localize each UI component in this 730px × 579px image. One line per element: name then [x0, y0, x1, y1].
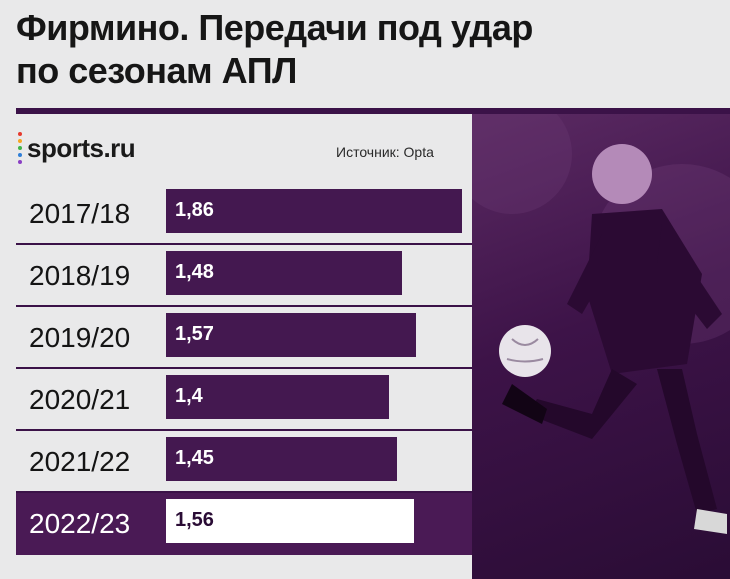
bar-row: 2020/21 1,4	[16, 369, 472, 431]
logo-dot	[18, 153, 22, 157]
bar-value-label: 1,48	[175, 261, 214, 283]
bar: 1,48	[166, 251, 402, 295]
logo-dots	[18, 132, 22, 164]
bar: 1,56	[166, 499, 414, 543]
season-label: 2022/23	[29, 508, 131, 539]
row-divider	[16, 305, 472, 307]
season-label: 2020/21	[29, 384, 131, 415]
bar-value-label: 1,45	[175, 447, 214, 469]
top-divider	[16, 108, 730, 114]
bar-row: 2017/18 1,86	[16, 183, 472, 245]
season-label: 2021/22	[29, 446, 131, 477]
bar: 1,57	[166, 313, 416, 357]
bar: 1,45	[166, 437, 397, 481]
row-divider	[16, 491, 472, 493]
row-divider	[16, 429, 472, 431]
bar: 1,86	[166, 189, 462, 233]
logo-dot	[18, 146, 22, 150]
season-label: 2018/19	[29, 260, 131, 291]
player-photo	[472, 114, 730, 579]
bar-row: 2019/20 1,57	[16, 307, 472, 369]
logo-dot	[18, 132, 22, 136]
chart-title: Фирмино. Передачи под удар по сезонам АП…	[16, 6, 616, 92]
player-illustration	[472, 114, 730, 534]
season-label: 2019/20	[29, 322, 131, 353]
sports-ru-logo: sports.ru	[18, 131, 136, 165]
bar-value-label: 1,86	[175, 199, 214, 221]
season-label: 2017/18	[29, 198, 131, 229]
chart-title-line-2: по сезонам АПЛ	[16, 50, 297, 91]
chart-title-line-1: Фирмино. Передачи под удар	[16, 7, 533, 48]
row-divider	[16, 367, 472, 369]
bar: 1,4	[166, 375, 389, 419]
source-label: Источник: Opta	[336, 144, 434, 160]
logo-dot	[18, 160, 22, 164]
bar-value-label: 1,56	[175, 509, 214, 531]
bar-row: 2018/19 1,48	[16, 245, 472, 307]
bar-value-label: 1,57	[175, 323, 214, 345]
row-divider	[16, 243, 472, 245]
bar-value-label: 1,4	[175, 385, 203, 407]
logo-dot	[18, 139, 22, 143]
bar-row: 2022/23 1,56	[16, 493, 472, 555]
bar-row: 2021/22 1,45	[16, 431, 472, 493]
logo-text: sports.ru	[27, 132, 136, 163]
